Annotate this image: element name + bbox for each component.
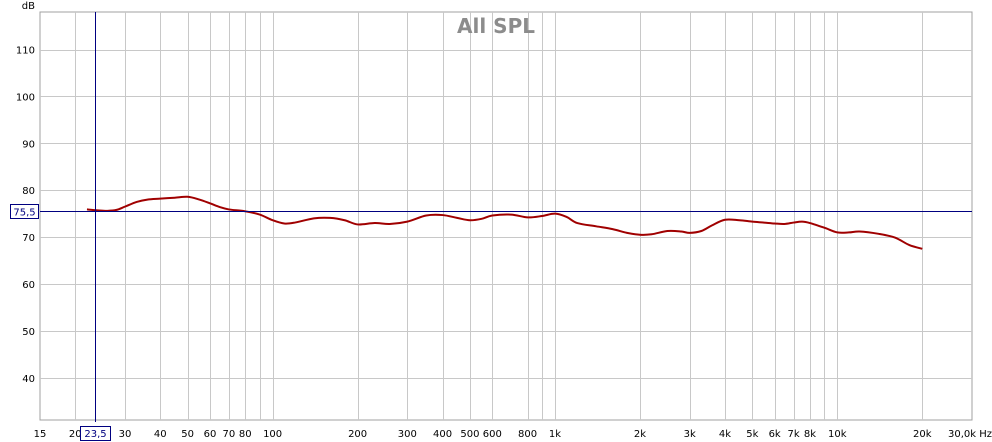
x-tick-label: 4k [719, 429, 731, 440]
y-tick-label: 70 [22, 233, 35, 244]
x-tick-label: 100 [263, 429, 282, 440]
x-tick-label: 40 [154, 429, 167, 440]
y-tick-label: 40 [22, 374, 35, 385]
x-tick-label: 7k [787, 429, 799, 440]
x-tick-label: 500 [460, 429, 479, 440]
x-tick-label: 800 [518, 429, 537, 440]
spl-series-line [86, 195, 923, 250]
cursor-x-readout-box [80, 426, 111, 441]
x-tick-label: 30 [119, 429, 132, 440]
cursor-y-readout: 75,5 [13, 208, 35, 219]
x-tick-label: 20 [69, 429, 82, 440]
cursor-x-readout: 23,5 [84, 429, 106, 440]
x-tick-label: 8k [804, 429, 816, 440]
x-tick-label: 300 [398, 429, 417, 440]
x-tick-label: 600 [483, 429, 502, 440]
y-tick-label: 100 [16, 92, 35, 103]
x-tick-label: 3k [684, 429, 696, 440]
x-tick-label: 400 [433, 429, 452, 440]
x-tick-labels: 15 20 30 40 50 60 70 80 100 200 300 400 500 600 800 1k 2… [34, 429, 992, 440]
y-tick-label: 110 [16, 46, 35, 57]
x-tick-label: 70 [223, 429, 236, 440]
x-tick-label: 50 [181, 429, 194, 440]
y-tick-label: 80 [22, 186, 35, 197]
x-tick-label: 6k [769, 429, 781, 440]
x-tick-label: 10k [828, 429, 847, 440]
x-tick-label: 1k [549, 429, 561, 440]
x-tick-label: 200 [348, 429, 367, 440]
y-tick-labels: 40 50 60 70 80 90 100 110 [16, 46, 35, 385]
x-tick-label: 30,0k Hz [948, 429, 992, 440]
x-tick-label: 15 [34, 429, 47, 440]
y-unit-label: dB [22, 1, 35, 12]
y-tick-label: 60 [22, 280, 35, 291]
x-tick-label: 80 [239, 429, 252, 440]
cursor-layer[interactable]: 75,5 23,5 [10, 12, 973, 441]
x-tick-label: 20k [913, 429, 932, 440]
series-layer [86, 195, 923, 250]
x-tick-label: 5k [746, 429, 758, 440]
y-tick-label: 50 [22, 327, 35, 338]
plot-area [39, 11, 973, 421]
y-gridlines [40, 50, 972, 379]
chart-title: All SPL [457, 14, 535, 38]
x-tick-label: 2k [634, 429, 646, 440]
x-tick-label: 60 [204, 429, 217, 440]
cursor-y-readout-box [10, 204, 39, 219]
y-tick-label: 90 [22, 139, 35, 150]
